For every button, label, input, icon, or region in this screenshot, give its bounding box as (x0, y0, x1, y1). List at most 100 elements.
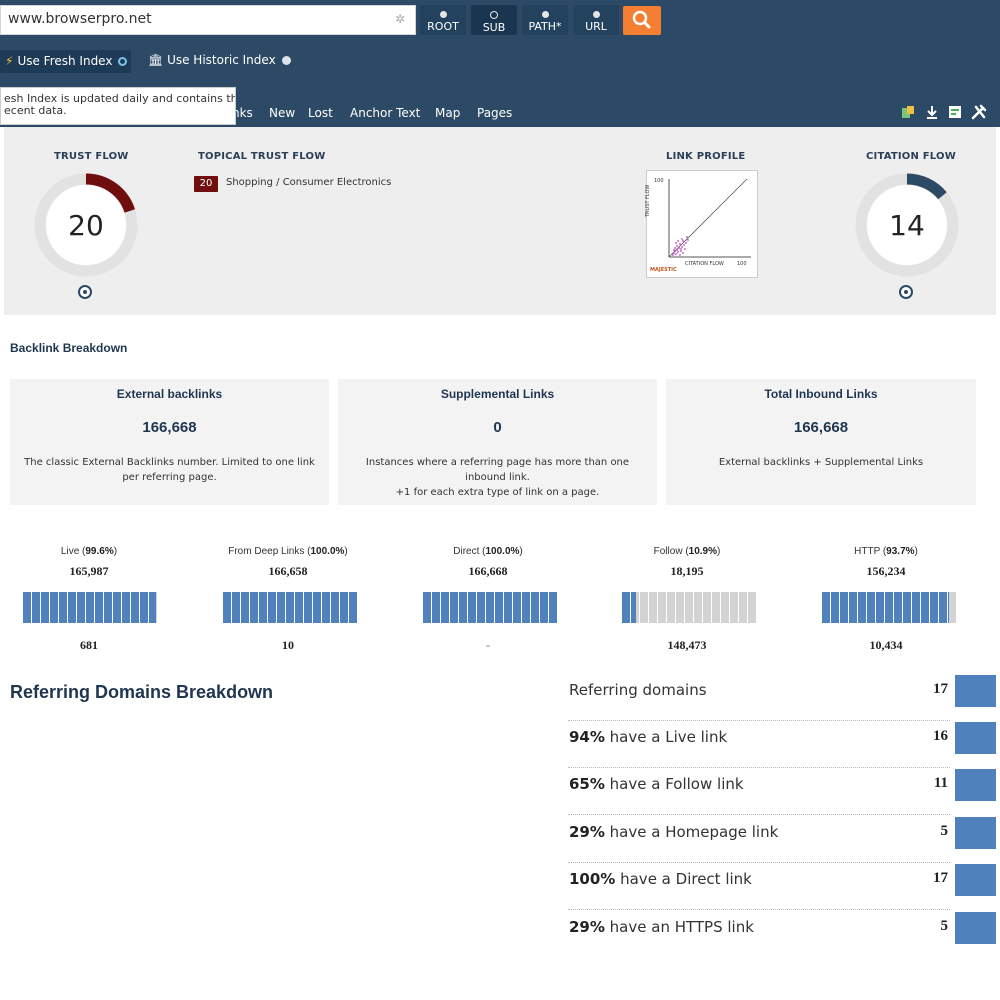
scatter-point (683, 244, 685, 246)
card-title: Total Inbound Links (764, 387, 878, 401)
https-link-row[interactable]: 29% have an HTTPS link 5 (568, 912, 996, 945)
tools-icon[interactable] (970, 104, 987, 120)
report-icon[interactable] (947, 104, 963, 120)
history-icon[interactable] (899, 285, 913, 299)
link-profile-chart[interactable]: 100 TRUST FLOW CITATION FLOW 100 MAJESTI… (645, 170, 758, 278)
y-axis-label: TRUST FLOW (645, 184, 651, 217)
stat-http: HTTP (93.7%) 156,234 10,434 (811, 546, 961, 666)
row-separator (568, 909, 950, 910)
bar-segment (50, 592, 58, 623)
scatter-point (672, 254, 674, 256)
metrics-panel (4, 127, 996, 315)
url-input[interactable]: www.browserpro.net ✲ (0, 5, 416, 35)
stat-remainder: 10,434 (869, 638, 903, 652)
fresh-index-option[interactable]: ⚡ Use Fresh Index (0, 50, 131, 73)
row-label: 100% have a Direct link (569, 870, 752, 888)
stat-label: Follow (10.9%) (653, 546, 721, 557)
row-separator (568, 814, 950, 815)
tab-lost[interactable]: Lost (308, 106, 333, 120)
bar-segment (68, 592, 76, 623)
card-description: Instances where a referring page has mor… (352, 455, 643, 500)
card-description-line: Instances where a referring page has mor… (365, 457, 630, 483)
scope-root-option[interactable]: ROOT (420, 5, 466, 35)
bar-segment (295, 592, 303, 623)
settings-icon[interactable]: ✲ (394, 12, 406, 26)
trust-flow-arc (34, 173, 138, 277)
stat-value: 166,668 (468, 564, 508, 578)
compare-icon[interactable] (900, 104, 916, 120)
tab-backlinks[interactable]: nks (232, 106, 253, 120)
bar-segment (622, 592, 630, 623)
follow-link-row[interactable]: 65% have a Follow link 11 (568, 769, 996, 815)
card-description: External backlinks + Supplemental Links (718, 457, 924, 468)
scatter-point (674, 247, 676, 249)
tab-pages[interactable]: Pages (477, 106, 513, 120)
lightning-icon: ⚡ (5, 54, 14, 68)
stat-remainder: 10 (282, 638, 294, 652)
y-max-label: 100 (654, 178, 664, 184)
bar-segment (739, 592, 747, 623)
row-bar (955, 817, 996, 849)
radio-icon (281, 56, 291, 65)
card-title: External backlinks (116, 387, 223, 401)
bank-icon: 🏛 (148, 53, 164, 67)
scatter-point (679, 243, 681, 245)
total-inbound-links-card: Total Inbound Links 166,668 External bac… (666, 379, 976, 505)
stat-follow: Follow (10.9%) 18,195 148,473 (612, 546, 762, 666)
tab-anchor-text[interactable]: Anchor Text (350, 106, 421, 120)
supplemental-links-card: Supplemental Links 0 Instances where a r… (338, 379, 657, 505)
radio-icon (439, 11, 447, 18)
direct-link-row[interactable]: 100% have a Direct link 17 (568, 864, 996, 910)
bar-segment (694, 592, 702, 623)
homepage-link-row[interactable]: 29% have a Homepage link 5 (568, 817, 996, 863)
bar-segment (513, 592, 521, 623)
radio-icon (541, 11, 549, 18)
history-icon[interactable] (78, 285, 92, 299)
bar-segment (459, 592, 467, 623)
topical-trust-flow-label: TOPICAL TRUST FLOW (198, 151, 326, 162)
topical-trust-flow-topic[interactable]: Shopping / Consumer Electronics (226, 177, 392, 188)
stat-remainder: 148,473 (667, 638, 707, 652)
search-icon (632, 10, 651, 29)
bar-segment (649, 592, 657, 623)
row-label: 65% have a Follow link (569, 775, 744, 793)
bar-segment (876, 592, 884, 623)
x-axis-label: CITATION FLOW (685, 261, 724, 267)
scope-path-option[interactable]: PATH* (522, 5, 568, 35)
backlink-breakdown-title: Backlink Breakdown (10, 341, 128, 355)
bar-segment (277, 592, 285, 623)
stat-label: From Deep Links (100.0%) (228, 546, 348, 557)
scatter-point (677, 251, 679, 253)
card-value: 166,668 (793, 419, 849, 436)
bar-segment (223, 592, 231, 623)
trust-flow-value: 20 (68, 209, 104, 242)
row-count: 5 (940, 918, 949, 934)
tab-new[interactable]: New (269, 106, 296, 120)
referring-domains-row[interactable]: Referring domains 17 (568, 675, 996, 721)
stat-value: 165,987 (69, 564, 109, 578)
bar-segment (939, 592, 947, 623)
trust-flow-label: TRUST FLOW (54, 151, 129, 162)
scope-url-option[interactable]: URL (573, 5, 619, 35)
live-link-row[interactable]: 94% have a Live link 16 (568, 722, 996, 768)
row-bar (955, 864, 996, 896)
scope-root-label: ROOT (427, 20, 459, 33)
bar-segment (822, 592, 830, 623)
stat-deep-links: From Deep Links (100.0%) 166,658 10 (213, 546, 363, 666)
index-tooltip: esh Index is updated daily and contains … (0, 87, 236, 125)
historic-index-option[interactable]: 🏛 Use Historic Index (148, 53, 291, 67)
search-button[interactable] (623, 6, 661, 35)
row-bar (955, 912, 996, 944)
citation-flow-gauge: 14 (855, 173, 959, 277)
bar-segment (640, 592, 648, 623)
bar-segment (259, 592, 267, 623)
stat-bar (622, 592, 756, 623)
scope-sub-option[interactable]: SUB (471, 5, 517, 35)
bar-segment (486, 592, 494, 623)
stat-bar (822, 592, 956, 623)
bar-segment (23, 592, 31, 623)
row-label: 29% have a Homepage link (569, 823, 779, 841)
tab-map[interactable]: Map (435, 106, 461, 120)
bar-segment (32, 592, 40, 623)
download-icon[interactable] (924, 104, 940, 120)
